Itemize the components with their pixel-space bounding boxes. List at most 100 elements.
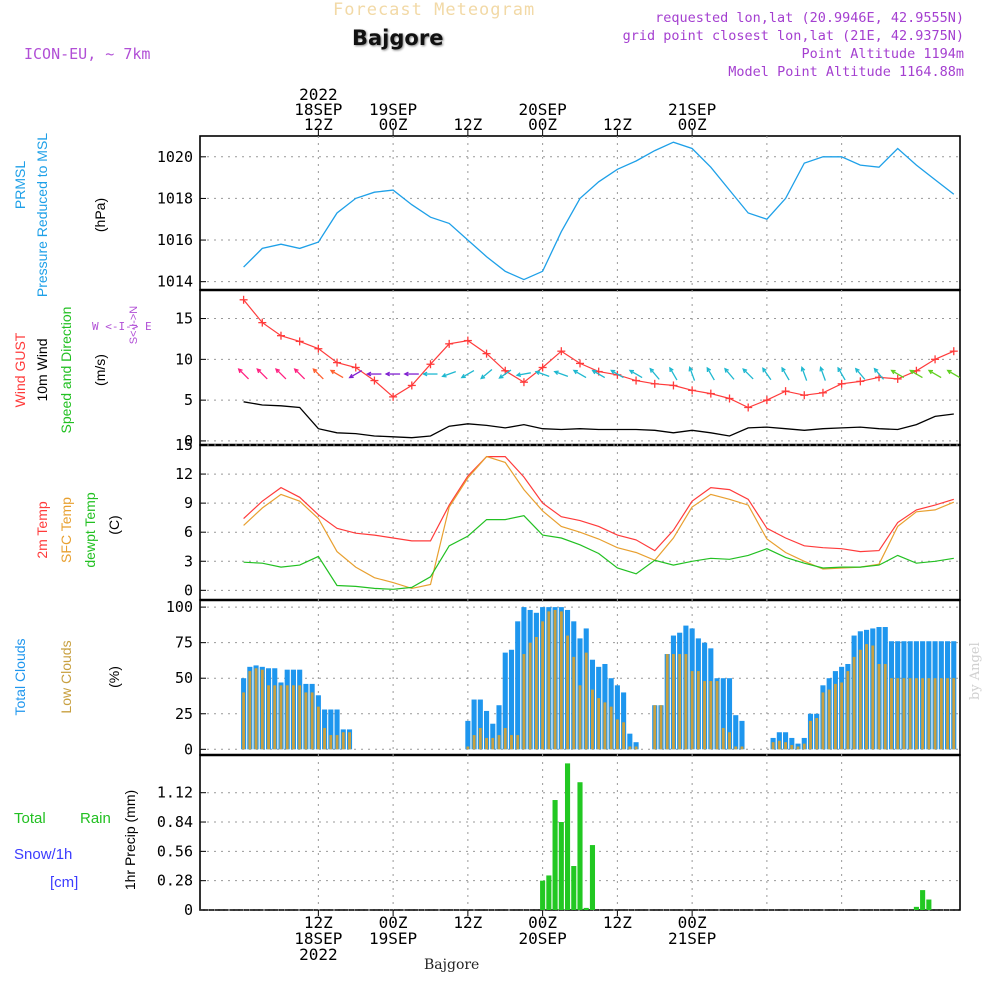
wind-arrow-head <box>384 371 390 377</box>
wind-arrow-head <box>274 368 280 374</box>
wind-direction-arrow <box>256 368 268 380</box>
rain-bar <box>577 782 583 910</box>
wind-direction-arrow <box>349 369 363 379</box>
wind-arrow-head <box>256 368 262 374</box>
wind-arrow-head <box>329 369 336 375</box>
low-cloud-bar <box>528 642 532 750</box>
wind-arrow-head <box>819 366 824 372</box>
low-cloud-bar <box>734 746 738 750</box>
low-cloud-bar <box>815 718 819 750</box>
bottom-time-label: 18SEP <box>294 929 342 948</box>
low-cloud-bar <box>597 698 601 750</box>
wind-arrow-head <box>781 366 786 373</box>
total-cloud-bar <box>502 652 508 750</box>
low-cloud-bar <box>485 737 488 750</box>
wind-arrow-head <box>515 372 522 378</box>
low-cloud-bar <box>522 654 526 750</box>
wind-direction-arrow <box>706 367 715 381</box>
low-cloud-bar <box>615 719 619 750</box>
low-cloud-bar <box>846 671 850 750</box>
low-cloud-bar <box>273 685 277 750</box>
total-cloud-bar <box>465 720 471 750</box>
bottom-time-label: 12Z <box>603 913 632 932</box>
wind-arrow-head <box>854 367 860 373</box>
wind-arrow-head <box>293 368 299 374</box>
low-cloud-bar <box>908 678 912 750</box>
total-cloud-bar <box>783 732 789 750</box>
y-tick-label: 50 <box>175 669 193 687</box>
low-cloud-bar <box>472 735 476 750</box>
y-tick-label: 1016 <box>157 231 193 249</box>
wind-direction-arrow <box>947 369 961 379</box>
y-tick-label: 6 <box>184 523 193 541</box>
y-tick-label: 0 <box>184 740 193 758</box>
low-cloud-bar <box>335 735 339 750</box>
low-cloud-bar <box>634 746 638 750</box>
bottom-time-label: 21SEP <box>668 929 716 948</box>
wind-direction-arrow <box>573 369 587 379</box>
low-cloud-bar <box>348 732 351 750</box>
y-tick-label: 9 <box>184 494 193 512</box>
y-tick-label: 0.84 <box>157 813 193 831</box>
wind-direction-arrow <box>554 371 569 378</box>
low-cloud-bar <box>547 611 551 750</box>
wind-arrow-head <box>312 368 318 374</box>
total-cloud-bar <box>739 720 745 750</box>
low-cloud-bar <box>696 671 700 750</box>
low-cloud-bar <box>796 746 800 750</box>
y-tick-label: 0 <box>184 432 193 450</box>
low-cloud-bar <box>927 678 931 750</box>
low-cloud-bar <box>591 689 594 750</box>
wind-direction-arrow <box>312 368 324 380</box>
low-cloud-bar <box>497 735 501 750</box>
bottom-time-label: 19SEP <box>369 929 417 948</box>
low-cloud-bar <box>703 681 707 750</box>
rain-bar <box>920 890 926 910</box>
low-cloud-bar <box>740 746 744 750</box>
temp-2m-line <box>243 456 954 553</box>
top-time-label: 21SEP <box>668 100 716 119</box>
low-cloud-bar <box>833 683 837 750</box>
low-cloud-bar <box>559 611 563 750</box>
low-cloud-bar <box>709 681 713 750</box>
rain-bar <box>558 822 564 910</box>
y-tick-label: 10 <box>175 350 193 368</box>
wind-arrow-head <box>460 373 466 379</box>
wind-direction-arrow <box>649 368 660 380</box>
wind-gust-line <box>243 299 955 409</box>
total-cloud-bar <box>477 699 483 750</box>
precip-snow-label: Snow/1h <box>14 846 73 863</box>
top-time-label: 2022 <box>299 85 338 104</box>
wind-arrow-head <box>628 369 635 375</box>
top-time-label: 00Z <box>528 115 557 134</box>
total-cloud-bar <box>789 737 795 750</box>
low-cloud-bar <box>260 669 264 750</box>
low-cloud-bar <box>883 663 887 750</box>
total-cloud-bar <box>733 715 739 750</box>
wind-direction-arrow <box>275 368 287 380</box>
rain-bar <box>571 866 577 910</box>
top-time-label: 00Z <box>678 115 707 134</box>
y-tick-label: 3 <box>184 552 193 570</box>
footer-location: Bajgore <box>424 957 480 973</box>
wind-arrow-head <box>688 366 694 372</box>
bottom-time-label: 00Z <box>678 913 707 932</box>
wind-10m-line <box>243 401 954 439</box>
low-cloud-bar <box>721 727 725 750</box>
wind-direction-arrow <box>762 367 772 381</box>
total-cloud-bar <box>484 710 490 750</box>
low-cloud-bar <box>341 732 345 750</box>
wind-direction-arrow <box>891 369 905 379</box>
requested-coords: requested lon,lat (20.9946E, 42.9555N) <box>655 10 964 26</box>
low-cloud-bar <box>242 692 246 750</box>
wind-direction-arrow <box>874 368 885 380</box>
wind-arrow-head <box>909 369 915 375</box>
wind-arrow-head <box>365 371 372 377</box>
wind-direction-arrow <box>610 369 624 379</box>
wind-arrow-head <box>946 369 952 375</box>
low-cloud-bar <box>771 742 775 750</box>
total-cloud-bar <box>614 685 620 750</box>
wind-arrow-head <box>873 367 879 373</box>
wind-direction-arrow <box>724 368 735 380</box>
wind-direction-arrow <box>837 367 846 381</box>
